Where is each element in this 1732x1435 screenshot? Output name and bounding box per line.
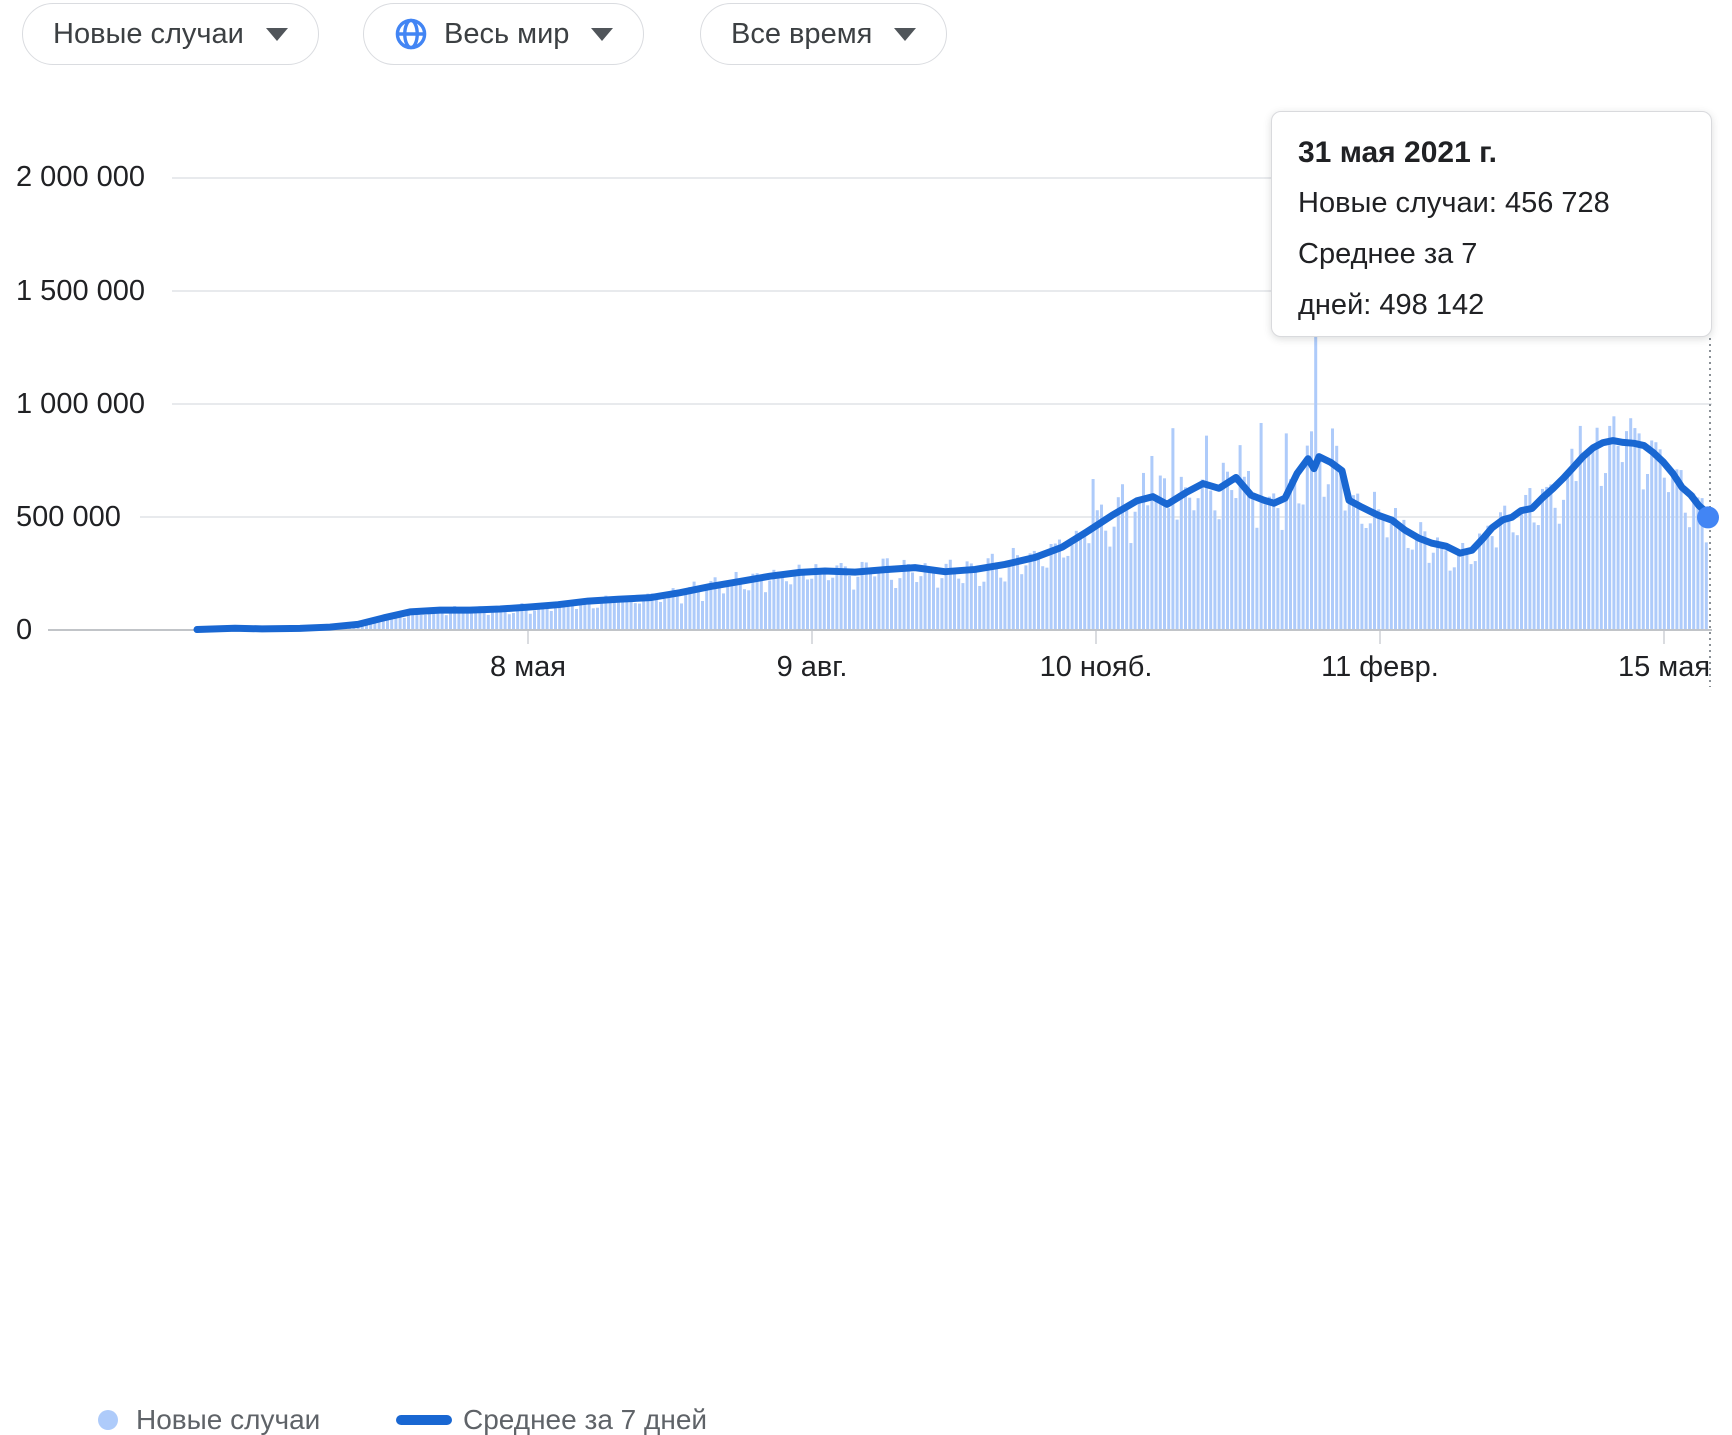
- tooltip-avg-line1: Среднее за 7: [1298, 238, 1478, 270]
- chevron-down-icon: [591, 27, 614, 41]
- y-axis-label: 1 500 000: [16, 275, 146, 307]
- y-axis-label: 0: [16, 614, 33, 646]
- x-axis-label: 10 нояб.: [1039, 651, 1153, 683]
- x-axis-label: 8 мая: [490, 651, 566, 683]
- y-axis-label: 500 000: [16, 501, 121, 533]
- y-axis-label: 1 000 000: [16, 388, 146, 420]
- globe-icon: [395, 18, 427, 50]
- tooltip-new-cases: Новые случаи: 456 728: [1298, 187, 1610, 219]
- x-axis-label: 15 мая: [1617, 651, 1711, 683]
- metric-filter-chip[interactable]: Новые случаи: [22, 3, 319, 65]
- legend-average-label: Среднее за 7 дней: [463, 1404, 708, 1435]
- chart-canvas[interactable]: [0, 0, 1732, 746]
- legend-average-swatch: [396, 1415, 452, 1425]
- chevron-down-icon: [894, 27, 917, 41]
- region-filter-label: Весь мир: [444, 17, 570, 50]
- tooltip-avg-line2: дней: 498 142: [1298, 289, 1485, 321]
- time-filter-label: Все время: [731, 17, 873, 50]
- chevron-down-icon: [265, 27, 288, 41]
- time-filter-chip[interactable]: Все время: [700, 3, 948, 65]
- y-axis-label: 2 000 000: [16, 161, 146, 193]
- x-axis-label: 9 авг.: [776, 651, 848, 683]
- legend-newcases-label: Новые случаи: [136, 1404, 321, 1435]
- region-filter-chip[interactable]: Весь мир: [363, 3, 645, 65]
- tooltip-date: 31 мая 2021 г.: [1298, 136, 1497, 169]
- metric-filter-label: Новые случаи: [53, 17, 244, 50]
- legend-newcases-swatch: [98, 1410, 118, 1430]
- chart-tooltip: 31 мая 2021 г. Новые случаи: 456 728 Сре…: [1271, 111, 1712, 337]
- chart-legend: Новые случаи Среднее за 7 дней: [0, 700, 1732, 1435]
- x-axis-label: 11 февр.: [1321, 651, 1439, 683]
